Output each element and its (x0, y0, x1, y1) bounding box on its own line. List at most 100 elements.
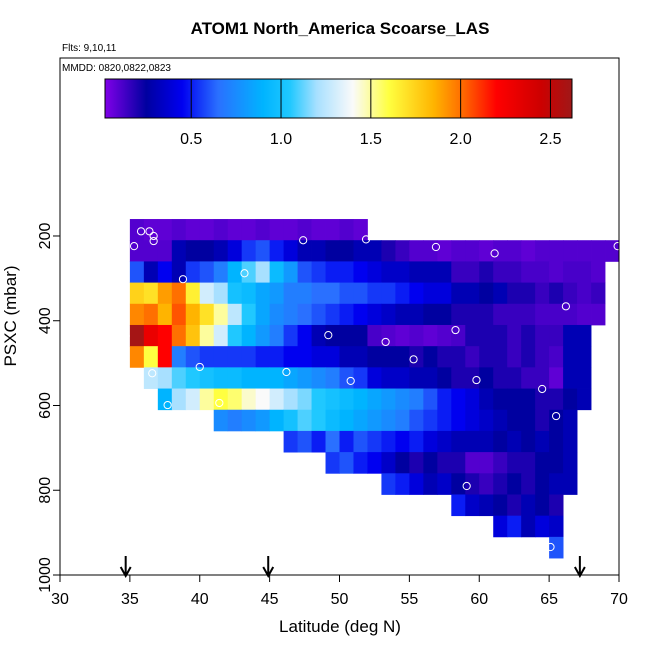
heatmap-cell (283, 409, 298, 432)
heatmap-cell (577, 346, 592, 368)
heatmap-cell (479, 303, 494, 326)
heatmap-cell (451, 303, 466, 326)
flight-point (178, 275, 188, 284)
heatmap-cell (227, 388, 243, 411)
heatmap-cell (325, 367, 340, 389)
heatmap-cell (521, 409, 536, 432)
heatmap-cell (395, 240, 410, 262)
heatmap-cell (311, 324, 326, 347)
heatmap-cell (577, 240, 592, 262)
heatmap-cell (311, 388, 326, 411)
heatmap-cell (297, 324, 312, 347)
heatmap-cell (339, 303, 354, 326)
x-tick-label: 45 (261, 591, 279, 608)
heatmap-cell (381, 303, 396, 326)
heatmap-cell (479, 282, 494, 305)
heatmap-cell (577, 282, 592, 305)
heatmap-cell (535, 430, 550, 453)
heatmap-cell (437, 452, 452, 474)
y-axis-label: PSXC (mbar) (1, 265, 20, 366)
heatmap-cell (143, 240, 159, 262)
heatmap-cell (591, 261, 606, 283)
flight-point (149, 236, 158, 246)
colorbar-tick-label: 1.5 (360, 131, 382, 148)
heatmap-cell (143, 346, 159, 368)
heatmap-cell (563, 388, 578, 411)
heatmap-cell (507, 367, 522, 389)
heatmap-cell (311, 367, 326, 389)
heatmap-cell (227, 219, 243, 241)
heatmap-cell (227, 303, 243, 326)
heatmap-cell (465, 303, 480, 326)
heatmap-cell (395, 367, 410, 389)
heatmap-cell (521, 261, 536, 283)
heatmap-cell (129, 324, 145, 347)
heatmap-cell (185, 219, 201, 241)
heatmap-cell (521, 452, 536, 474)
flight-point (121, 331, 130, 341)
flight-point (299, 236, 308, 245)
heatmap-cell (283, 430, 298, 453)
chart-title: ATOM1 North_America Scoarse_LAS (191, 19, 490, 38)
heatmap-cell (255, 388, 271, 411)
heatmap-cell (353, 367, 368, 389)
flight-point (240, 269, 249, 278)
arrow (262, 556, 275, 579)
heatmap-cell (129, 282, 145, 305)
heatmap-cell (577, 261, 592, 283)
heatmap-cell (479, 409, 494, 432)
heatmap-cell (423, 282, 438, 305)
heatmap-cell (437, 324, 452, 347)
heatmap-cell (325, 388, 340, 411)
heatmap-cell (381, 240, 396, 262)
heatmap-cell (367, 282, 382, 305)
heatmap-cell (227, 240, 243, 262)
heatmap-cell (339, 240, 354, 262)
heatmap-cell (129, 261, 145, 283)
heatmap-cell (227, 346, 243, 368)
heatmap-cell (325, 430, 340, 453)
heatmap-cell (255, 409, 271, 432)
heatmap-cell (493, 473, 508, 495)
heatmap-cell (535, 303, 550, 326)
heatmap-cell (493, 515, 508, 538)
heatmap-cell (199, 303, 215, 326)
heatmap-cell (451, 494, 466, 517)
flight-point (163, 400, 172, 410)
heatmap-cell (423, 261, 438, 283)
heatmap-cell (451, 324, 466, 347)
heatmap-cell (563, 430, 578, 453)
heatmap-cell (241, 261, 257, 283)
heatmap-cell (367, 261, 382, 283)
heatmap-cell (269, 240, 284, 262)
heatmap-cell (507, 515, 522, 538)
heatmap-cell (283, 303, 298, 326)
heatmap-cell (255, 219, 271, 241)
heatmap-cell (325, 409, 340, 432)
flight-point (431, 242, 441, 252)
heatmap-cell (395, 282, 410, 305)
heatmap-cell (479, 240, 494, 262)
heatmap-cell (437, 388, 452, 411)
heatmap-cell (213, 303, 229, 326)
heatmap-cell (507, 452, 522, 474)
heatmap-cell (171, 324, 187, 347)
heatmap-cell (283, 346, 298, 368)
heatmap-cell (437, 367, 452, 389)
heatmap-cell (339, 324, 354, 347)
heatmap-cell (171, 367, 187, 389)
heatmap-cell (185, 346, 201, 368)
heatmap-cell (507, 303, 522, 326)
heatmap-cell (339, 261, 354, 283)
heatmap-cell (479, 346, 494, 368)
colorbar-tick-label: 2.5 (539, 131, 561, 148)
heatmap-cell (269, 303, 284, 326)
flight-point (451, 325, 460, 335)
heatmap-cell (591, 303, 606, 326)
heatmap-cell (339, 452, 354, 474)
heatmap-cell (157, 219, 173, 241)
heatmap-cell (521, 473, 536, 495)
heatmap-cell (493, 303, 508, 326)
heatmap-cell (577, 324, 592, 347)
heatmap-cell (199, 346, 215, 368)
